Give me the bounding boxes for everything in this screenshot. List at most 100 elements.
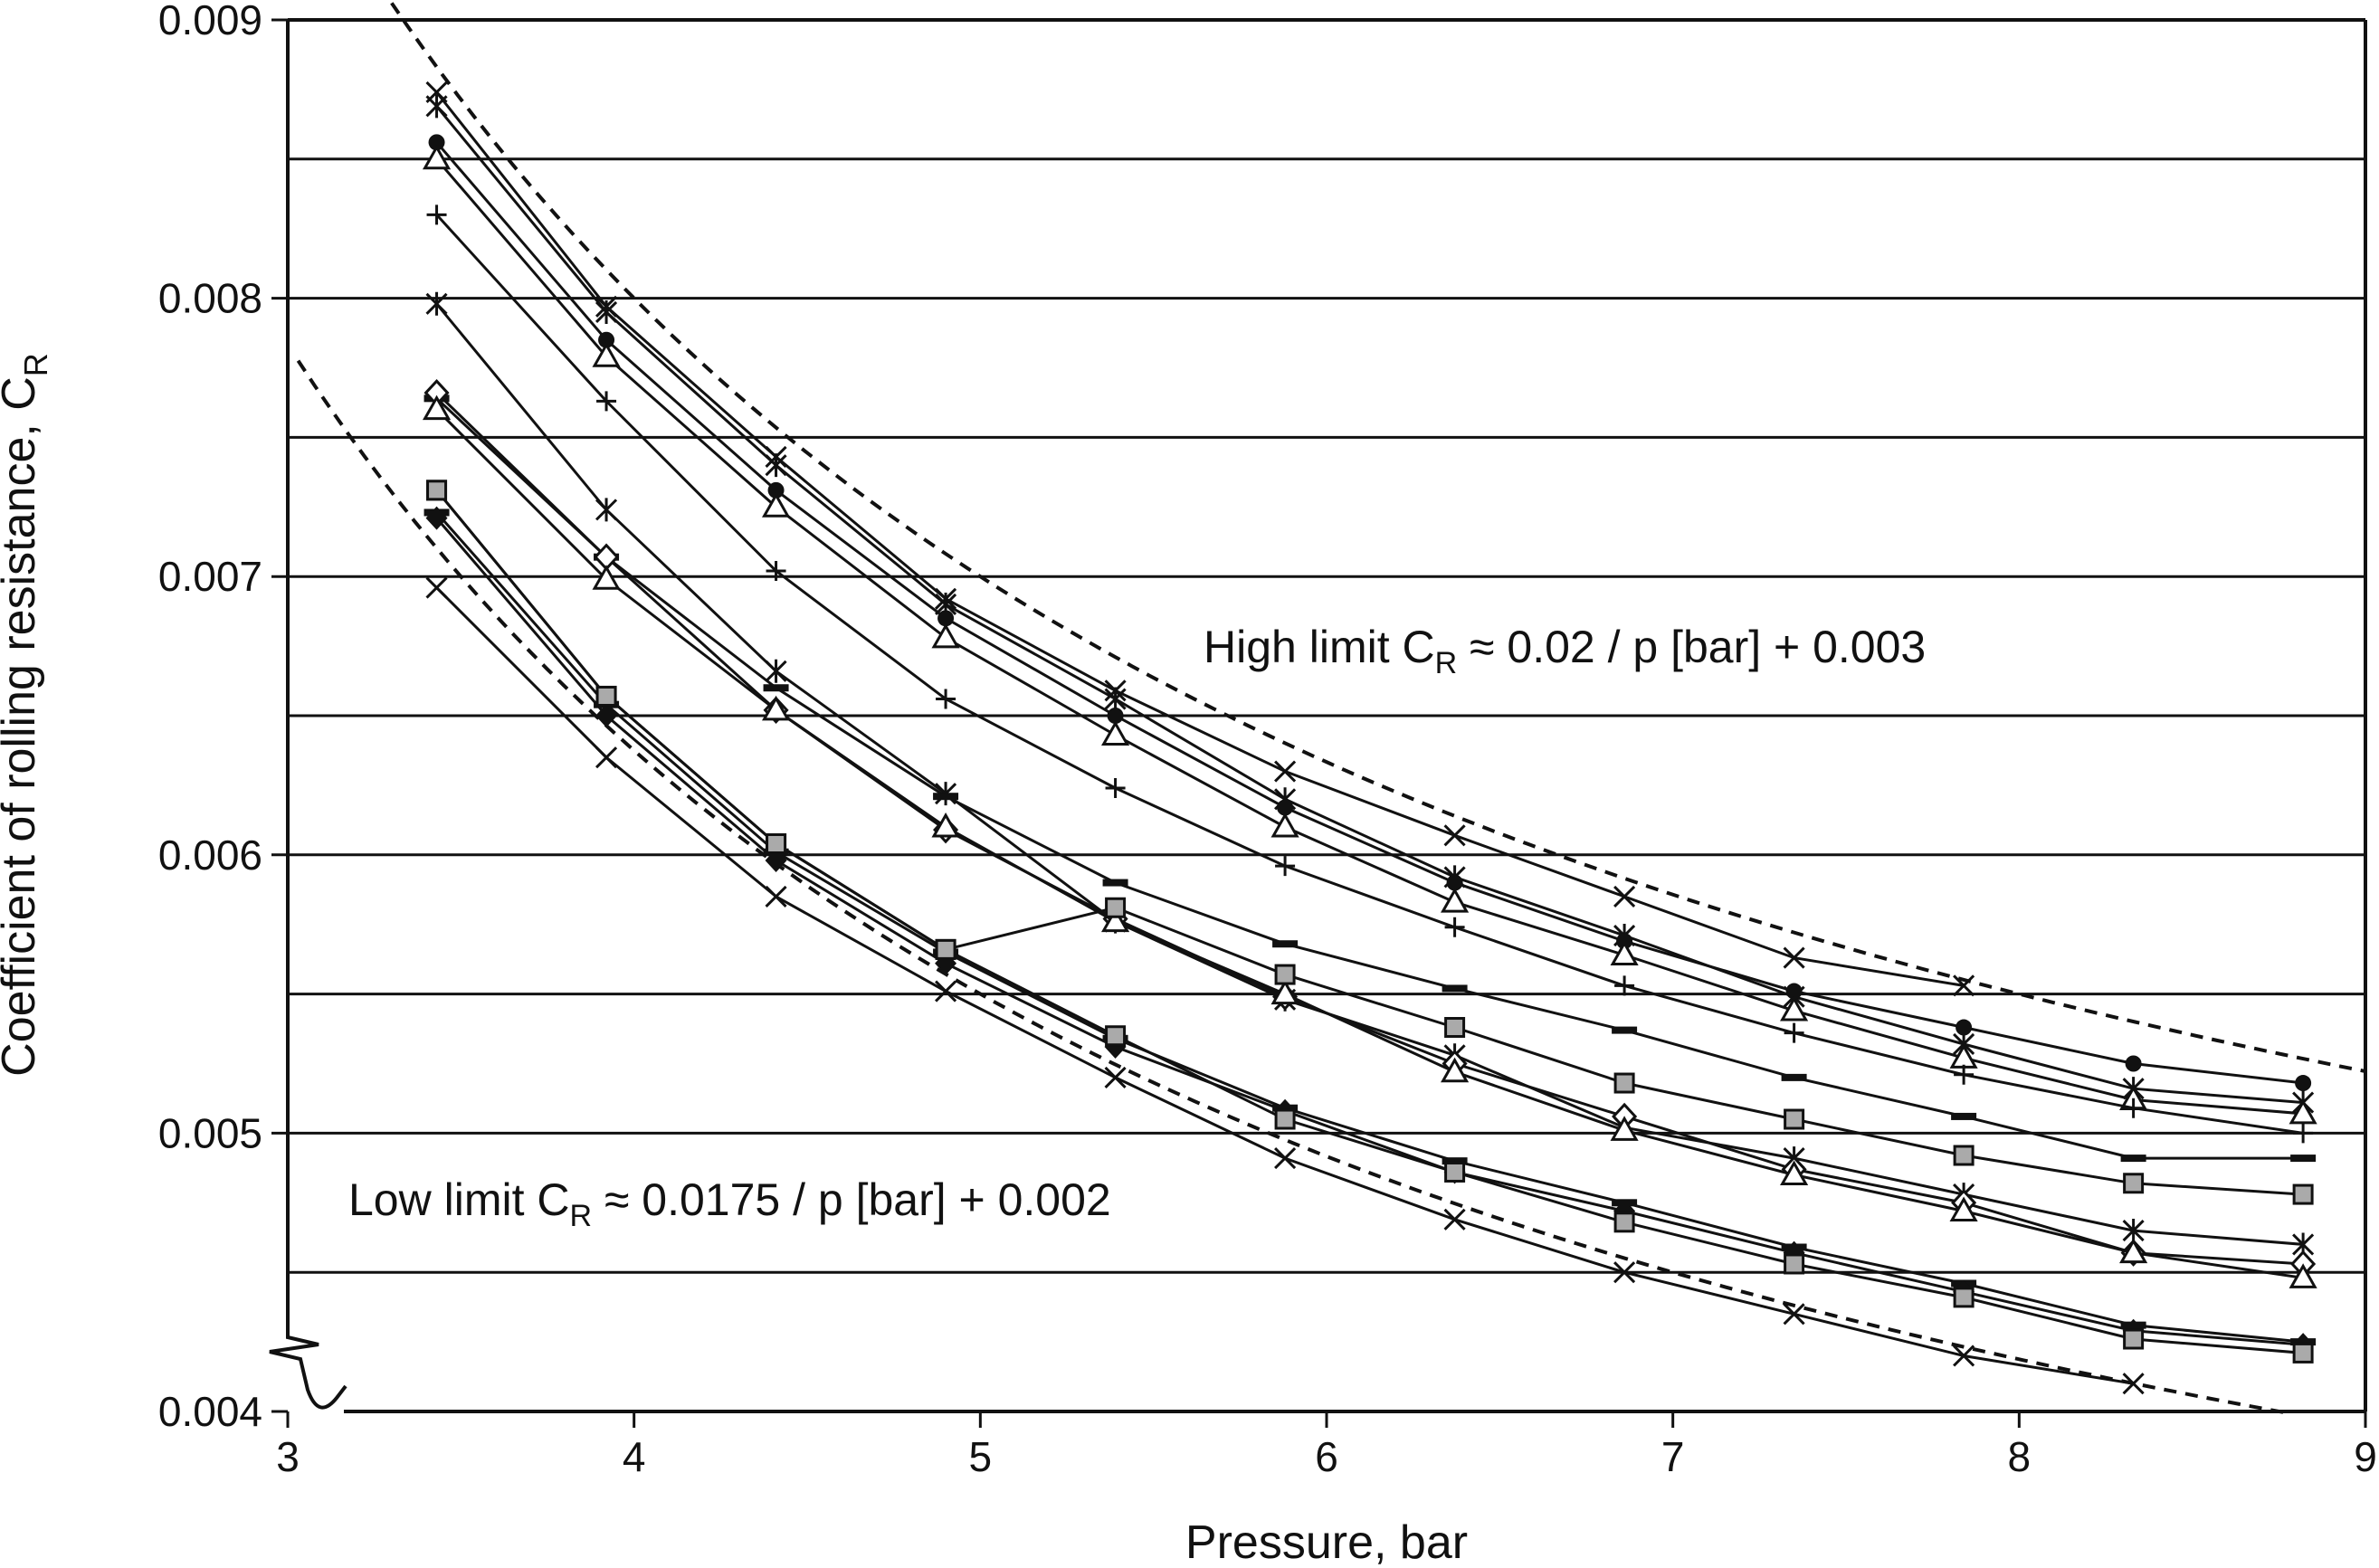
axis-break (269, 1321, 347, 1422)
point-triangle (1610, 1116, 1639, 1141)
y-axis-label: Coefficient of rolling resistance, CR (0, 353, 54, 1077)
y-tick-label: 0.006 (158, 832, 262, 879)
point-dash (1102, 879, 1128, 887)
series-3 (422, 144, 2317, 1125)
series-line-10 (435, 511, 2304, 1344)
point-x (765, 885, 787, 908)
y-tick-label: 0.009 (158, 0, 262, 43)
point-circle (767, 481, 785, 499)
point-square-gray (426, 480, 448, 501)
point-square-gray (2123, 1328, 2145, 1350)
point-square-gray (1953, 1287, 1975, 1308)
point-circle (937, 610, 955, 627)
point-square-gray (1613, 1072, 1635, 1094)
point-plus (1784, 1022, 1804, 1043)
point-dash (1272, 940, 1299, 948)
series-line-4 (435, 214, 2304, 1135)
point-diamond-filled (595, 704, 618, 727)
point-square-gray (2292, 1342, 2314, 1364)
point-star (765, 659, 787, 683)
point-square-gray (1444, 1017, 1466, 1039)
point-circle (1446, 874, 1463, 891)
point-triangle (931, 622, 960, 649)
x-axis-label: Pressure, bar (1185, 1516, 1468, 1568)
x-tick-label: 6 (1315, 1433, 1338, 1480)
point-diamond-filled (765, 848, 787, 872)
point-plus (766, 561, 786, 582)
y-tick-label: 0.007 (158, 553, 262, 600)
point-triangle (2119, 1238, 2148, 1264)
point-plus (2293, 1123, 2314, 1144)
point-star (595, 299, 618, 324)
point-dash (933, 793, 959, 801)
point-circle (1956, 1019, 1973, 1036)
series-line-0 (435, 91, 1965, 987)
point-x (935, 980, 957, 1003)
point-x (1274, 760, 1297, 783)
point-square-gray (1274, 964, 1296, 985)
point-star (765, 453, 787, 478)
point-star (425, 94, 448, 119)
series-line-3 (435, 157, 2304, 1116)
point-square-gray (1784, 1253, 1805, 1275)
x-tick-label: 5 (969, 1433, 993, 1480)
point-plus (1275, 856, 1296, 877)
point-triangle (761, 492, 791, 518)
point-dash (1781, 1073, 1807, 1081)
series-line-8 (435, 408, 2304, 1279)
point-x (1953, 1345, 1975, 1367)
tick-labels: 0.004 0.005 0.006 0.007 0.008 0.009 3 4 5 6 7 8 9 (158, 0, 2377, 1480)
point-triangle (2289, 1263, 2317, 1288)
point-triangle (1610, 940, 1639, 966)
point-square-gray (766, 832, 787, 854)
series-6 (423, 394, 2317, 1163)
point-square-gray (595, 685, 617, 707)
x-tick-label: 9 (2354, 1433, 2377, 1480)
high-limit-curve (390, 2, 2366, 1073)
series-line-12 (435, 489, 2304, 1354)
point-square-gray (1274, 1108, 1296, 1130)
point-triangle (761, 695, 791, 721)
series-line-11 (435, 517, 2304, 1346)
point-star (1104, 687, 1127, 711)
y-tick-label: 0.005 (158, 1109, 262, 1156)
point-triangle (2289, 1098, 2317, 1125)
point-x (595, 746, 618, 769)
series-line-7 (435, 392, 2304, 1266)
series-12 (426, 480, 2314, 1364)
x-tick-label: 7 (1661, 1433, 1685, 1480)
point-triangle (1780, 1160, 1809, 1186)
series-line-5 (435, 302, 2304, 1246)
point-triangle (422, 144, 452, 170)
point-dash (763, 684, 789, 692)
point-dash (2290, 1155, 2317, 1163)
point-x (1953, 974, 1975, 997)
point-x (1104, 1066, 1127, 1088)
low-limit-curve (296, 359, 2290, 1416)
point-square-gray (1784, 1108, 1805, 1130)
point-plus (1444, 917, 1465, 937)
series-8 (422, 394, 2317, 1288)
point-plus (596, 391, 617, 412)
point-circle (428, 134, 445, 151)
x-tick-label: 8 (2008, 1433, 2032, 1480)
point-triangle (592, 565, 621, 590)
point-plus (1954, 1064, 1975, 1085)
point-plus (936, 689, 956, 709)
point-x (1613, 1261, 1636, 1284)
gridlines (288, 157, 2365, 1274)
x-tick-label: 4 (623, 1433, 646, 1480)
point-triangle (592, 342, 621, 367)
point-square-gray (1613, 1212, 1635, 1233)
point-star (595, 498, 618, 522)
series-0 (425, 81, 1975, 997)
point-triangle (1441, 888, 1470, 913)
point-square-gray (2292, 1183, 2314, 1205)
point-plus (2123, 1098, 2144, 1118)
series-4 (426, 204, 2314, 1144)
series-1 (425, 94, 2315, 1115)
point-x (1274, 1147, 1297, 1170)
point-star (425, 291, 448, 316)
series-2 (428, 134, 2312, 1092)
